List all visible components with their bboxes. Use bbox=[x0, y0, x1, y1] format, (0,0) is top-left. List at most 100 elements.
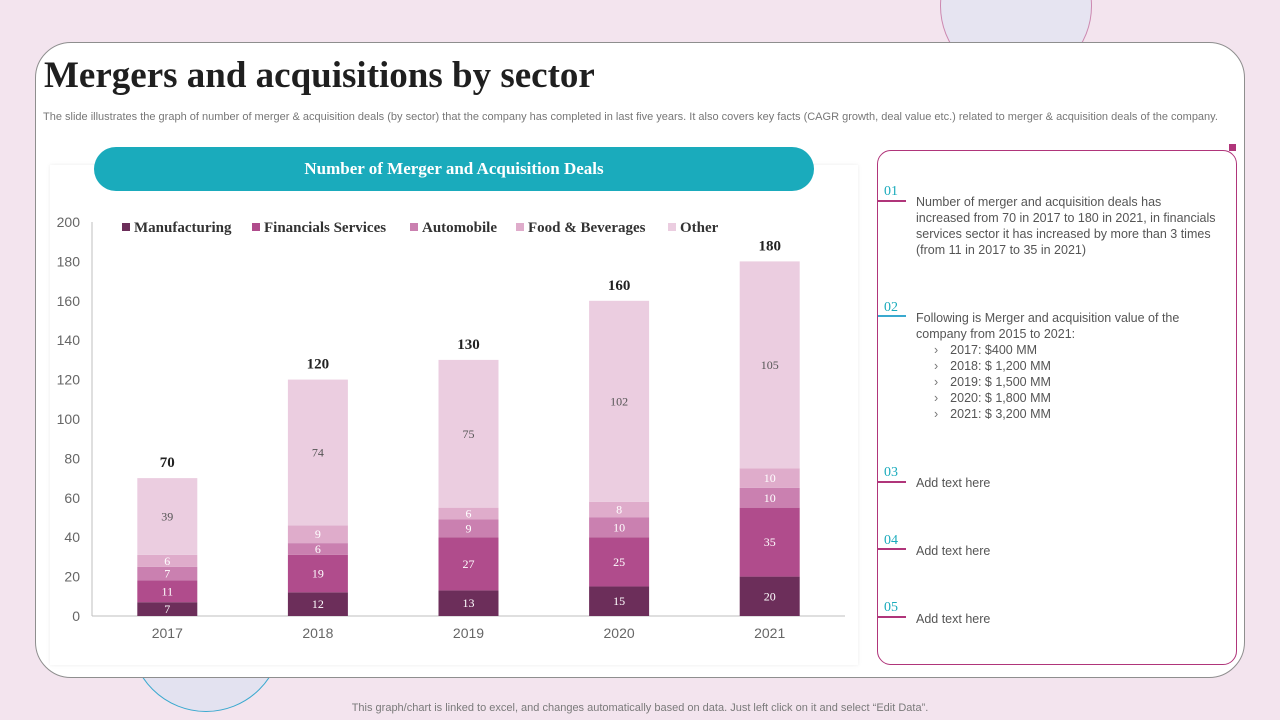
list-item: 2017: $400 MM bbox=[934, 342, 1216, 358]
bar-segment bbox=[287, 543, 348, 555]
data-label: 10 bbox=[613, 520, 625, 534]
data-label: 74 bbox=[312, 445, 324, 459]
legend-label: Manufacturing bbox=[134, 220, 232, 236]
list-item: 2020: $ 1,800 MM bbox=[934, 390, 1216, 406]
bar-segment bbox=[438, 359, 499, 508]
bar-segment bbox=[137, 580, 198, 603]
bar-segment bbox=[739, 507, 800, 577]
point-divider bbox=[878, 548, 906, 550]
point-text: Following is Merger and acquisition valu… bbox=[916, 310, 1216, 422]
legend-label: Financials Services bbox=[264, 220, 386, 236]
data-label: 6 bbox=[315, 542, 321, 556]
total-label: 160 bbox=[608, 278, 631, 294]
bar-segment bbox=[438, 537, 499, 591]
point-text-body: Add text here bbox=[916, 612, 991, 626]
bar-segment bbox=[589, 586, 650, 616]
bar-segment bbox=[589, 300, 650, 502]
point-number: 03 bbox=[884, 465, 898, 480]
point-text-body: Add text here bbox=[916, 544, 991, 558]
point-text: Add text here bbox=[916, 543, 1216, 559]
point-divider bbox=[878, 315, 906, 317]
y-tick-label: 140 bbox=[57, 332, 81, 348]
data-label: 10 bbox=[764, 491, 776, 505]
data-label: 12 bbox=[312, 597, 324, 611]
slide-description: The slide illustrates the graph of numbe… bbox=[43, 111, 1218, 123]
bar-segment bbox=[438, 590, 499, 616]
data-label: 20 bbox=[764, 589, 776, 603]
list-item: 2018: $ 1,200 MM bbox=[934, 358, 1216, 374]
point-text-body: Following is Merger and acquisition valu… bbox=[916, 311, 1180, 341]
y-tick-label: 120 bbox=[57, 372, 81, 388]
x-tick-label: 2018 bbox=[302, 625, 333, 641]
point-text: Number of merger and acquisition deals h… bbox=[916, 194, 1216, 258]
data-label: 8 bbox=[616, 503, 622, 517]
legend-swatch bbox=[410, 223, 418, 231]
data-label: 13 bbox=[463, 596, 475, 610]
y-tick-label: 40 bbox=[64, 529, 80, 545]
bar-segment bbox=[137, 602, 198, 616]
x-tick-label: 2020 bbox=[604, 625, 635, 641]
bar-segment bbox=[589, 517, 650, 538]
point-number: 04 bbox=[884, 533, 898, 548]
total-label: 130 bbox=[457, 337, 480, 353]
data-label: 7 bbox=[164, 602, 170, 616]
data-label: 6 bbox=[164, 554, 170, 568]
y-tick-label: 160 bbox=[57, 293, 81, 309]
point-text: Add text here bbox=[916, 475, 1216, 491]
data-label: 35 bbox=[764, 535, 776, 549]
data-label: 102 bbox=[610, 394, 628, 408]
y-tick-label: 20 bbox=[64, 569, 80, 585]
legend-label: Food & Beverages bbox=[528, 220, 646, 236]
data-label: 9 bbox=[315, 527, 321, 541]
y-tick-label: 180 bbox=[57, 253, 81, 269]
data-label: 10 bbox=[764, 471, 776, 485]
bar-segment bbox=[287, 525, 348, 544]
list-item: 2021: $ 3,200 MM bbox=[934, 406, 1216, 422]
bar-segment bbox=[137, 566, 198, 581]
value-list: 2017: $400 MM 2018: $ 1,200 MM 2019: $ 1… bbox=[916, 342, 1216, 422]
list-item: 2019: $ 1,500 MM bbox=[934, 374, 1216, 390]
data-label: 11 bbox=[162, 584, 174, 598]
point-divider bbox=[878, 200, 906, 202]
data-label: 105 bbox=[761, 358, 779, 372]
legend-swatch bbox=[668, 223, 676, 231]
total-label: 70 bbox=[160, 455, 175, 471]
data-label: 6 bbox=[466, 507, 472, 521]
bar-segment bbox=[438, 519, 499, 538]
data-label: 9 bbox=[466, 521, 472, 535]
bar-segment bbox=[739, 468, 800, 488]
x-tick-label: 2019 bbox=[453, 625, 484, 641]
bar-segment bbox=[137, 554, 198, 567]
data-label: 75 bbox=[463, 427, 475, 441]
legend-label: Other bbox=[680, 220, 719, 236]
data-label: 19 bbox=[312, 567, 324, 581]
footer-note: This graph/chart is linked to excel, and… bbox=[351, 702, 929, 714]
point-number: 01 bbox=[884, 184, 898, 199]
bar-segment bbox=[589, 537, 650, 587]
data-label: 7 bbox=[164, 567, 170, 581]
legend-swatch bbox=[122, 223, 130, 231]
bar-segment bbox=[739, 576, 800, 616]
bar-segment bbox=[589, 501, 650, 518]
bar-segment bbox=[739, 487, 800, 508]
y-tick-label: 0 bbox=[72, 608, 80, 624]
x-tick-label: 2021 bbox=[754, 625, 785, 641]
y-tick-label: 100 bbox=[57, 411, 81, 427]
legend-swatch bbox=[516, 223, 524, 231]
legend-swatch bbox=[252, 223, 260, 231]
x-tick-label: 2017 bbox=[152, 625, 183, 641]
total-label: 120 bbox=[307, 357, 330, 373]
point-number: 02 bbox=[884, 300, 898, 315]
data-label: 25 bbox=[613, 555, 625, 569]
chart-title-banner: Number of Merger and Acquisition Deals bbox=[94, 147, 814, 191]
point-text: Add text here bbox=[916, 611, 1216, 627]
point-text-body: Add text here bbox=[916, 476, 991, 490]
data-label: 39 bbox=[161, 510, 173, 524]
y-tick-label: 200 bbox=[57, 214, 81, 230]
y-tick-label: 80 bbox=[64, 450, 80, 466]
y-tick-label: 60 bbox=[64, 490, 80, 506]
point-number: 05 bbox=[884, 600, 898, 615]
bar-segment bbox=[287, 554, 348, 593]
bar-segment bbox=[287, 592, 348, 616]
